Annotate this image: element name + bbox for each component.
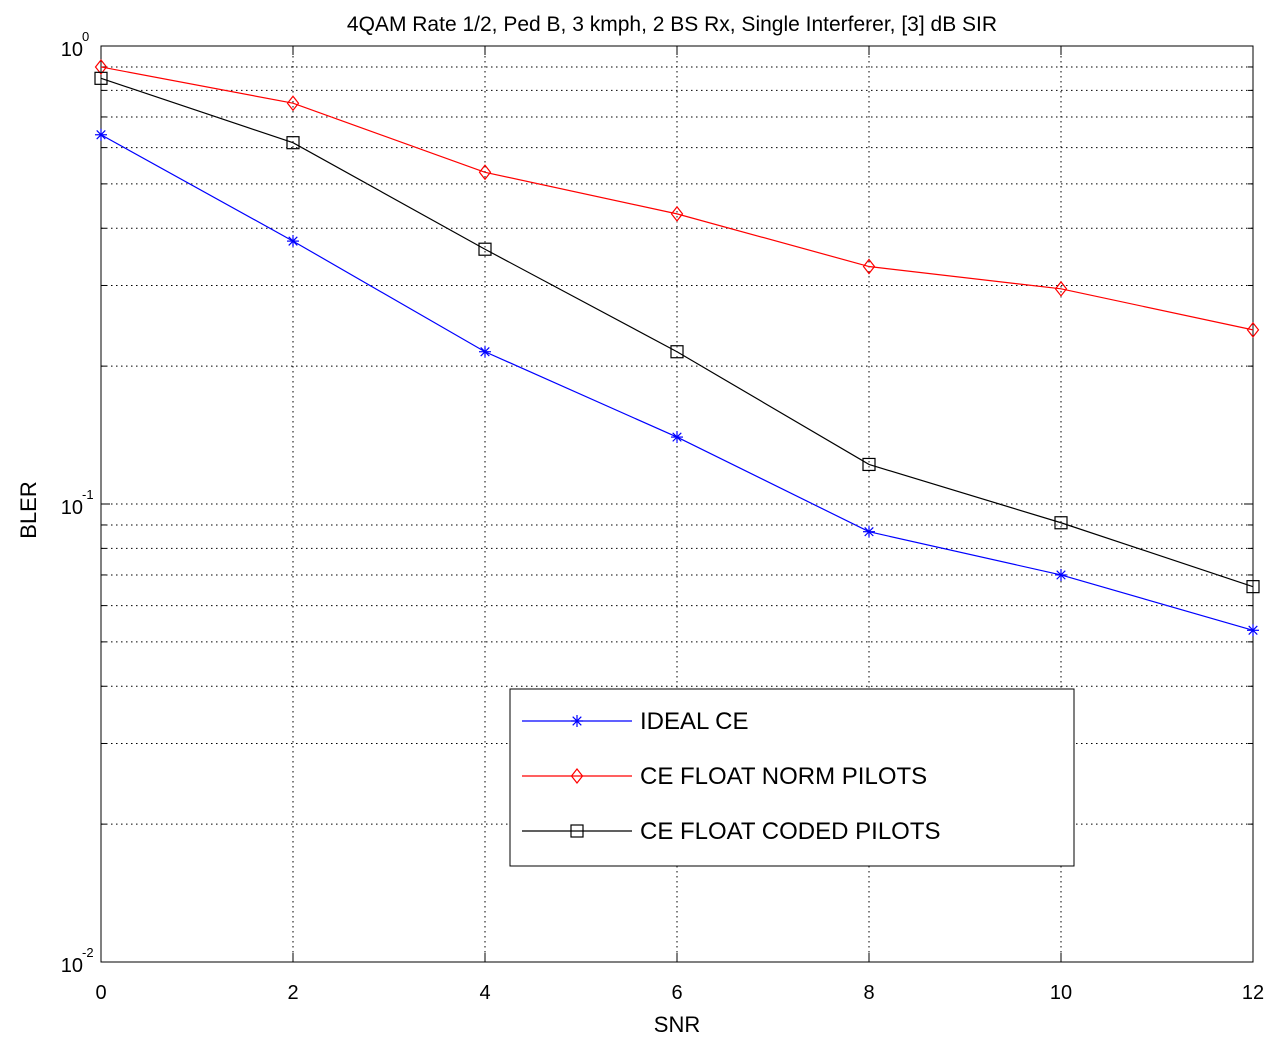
y-tick-base: 10 <box>61 39 83 61</box>
data-point <box>1055 568 1067 581</box>
legend-marker <box>571 715 583 727</box>
data-point <box>479 345 491 358</box>
x-tick-label: 0 <box>95 982 106 1004</box>
data-point <box>1246 580 1260 594</box>
legend-entry: IDEAL CE <box>522 708 748 735</box>
x-tick-label: 8 <box>863 982 874 1004</box>
data-point <box>478 242 492 256</box>
marker-stroke <box>572 716 582 726</box>
data-point <box>286 136 300 150</box>
data-point <box>287 235 299 248</box>
series-1 <box>95 128 1259 637</box>
y-tick-label: 100 <box>61 29 89 61</box>
legend-box <box>509 688 1075 867</box>
y-tick-exponent: 0 <box>82 29 89 44</box>
marker-stroke <box>288 236 298 246</box>
data-point <box>670 345 684 359</box>
series-line <box>100 134 1254 631</box>
legend-entry: CE FLOAT NORM PILOTS <box>522 763 927 790</box>
data-point <box>1246 321 1260 338</box>
x-tick-label: 12 <box>1242 982 1264 1004</box>
marker-stroke <box>672 432 682 442</box>
y-tick-label: 10-2 <box>61 945 94 977</box>
data-point <box>1247 624 1259 637</box>
y-axis-label: BLER <box>16 481 41 538</box>
legend-label: CE FLOAT NORM PILOTS <box>640 763 927 790</box>
series-layer <box>94 58 1260 637</box>
x-tick-label: 10 <box>1050 982 1072 1004</box>
legend-label: CE FLOAT CODED PILOTS <box>640 818 941 845</box>
marker-stroke <box>96 130 106 140</box>
y-tick-exponent: -1 <box>82 487 94 502</box>
data-point <box>863 525 875 538</box>
legend-marker <box>570 824 584 838</box>
data-point <box>1054 516 1068 530</box>
marker-stroke <box>480 347 490 357</box>
legend-entry: CE FLOAT CODED PILOTS <box>522 818 941 845</box>
data-point <box>670 205 684 222</box>
series-line <box>100 66 1254 331</box>
data-point <box>862 457 876 472</box>
marker-stroke <box>1056 570 1066 580</box>
data-point <box>94 71 108 85</box>
y-tick-label: 10-1 <box>61 487 94 519</box>
x-axis-label: SNR <box>654 1012 700 1037</box>
legend: IDEAL CE CE FLOAT NORM PILOTS CE FLOAT COD… <box>509 688 1075 867</box>
data-point <box>478 164 492 181</box>
series-3 <box>94 71 1260 594</box>
data-point <box>1054 280 1068 297</box>
chart-title: 4QAM Rate 1/2, Ped B, 3 kmph, 2 BS Rx, S… <box>347 13 997 36</box>
x-tick-label: 2 <box>287 982 298 1004</box>
y-tick-base: 10 <box>61 955 83 977</box>
data-point <box>862 258 876 275</box>
data-point <box>671 431 683 444</box>
data-point <box>94 58 108 75</box>
marker-stroke <box>1248 625 1258 636</box>
y-tick-exponent: -2 <box>82 945 94 960</box>
y-tick-base: 10 <box>61 497 83 519</box>
x-tick-label: 6 <box>671 982 682 1004</box>
x-tick-label: 4 <box>479 982 490 1004</box>
data-point <box>95 128 107 141</box>
legend-marker <box>570 768 584 784</box>
series-2 <box>94 58 1260 338</box>
data-point <box>286 95 300 112</box>
series-line <box>100 77 1254 588</box>
legend-label: IDEAL CE <box>640 708 748 735</box>
marker-stroke <box>864 526 874 537</box>
